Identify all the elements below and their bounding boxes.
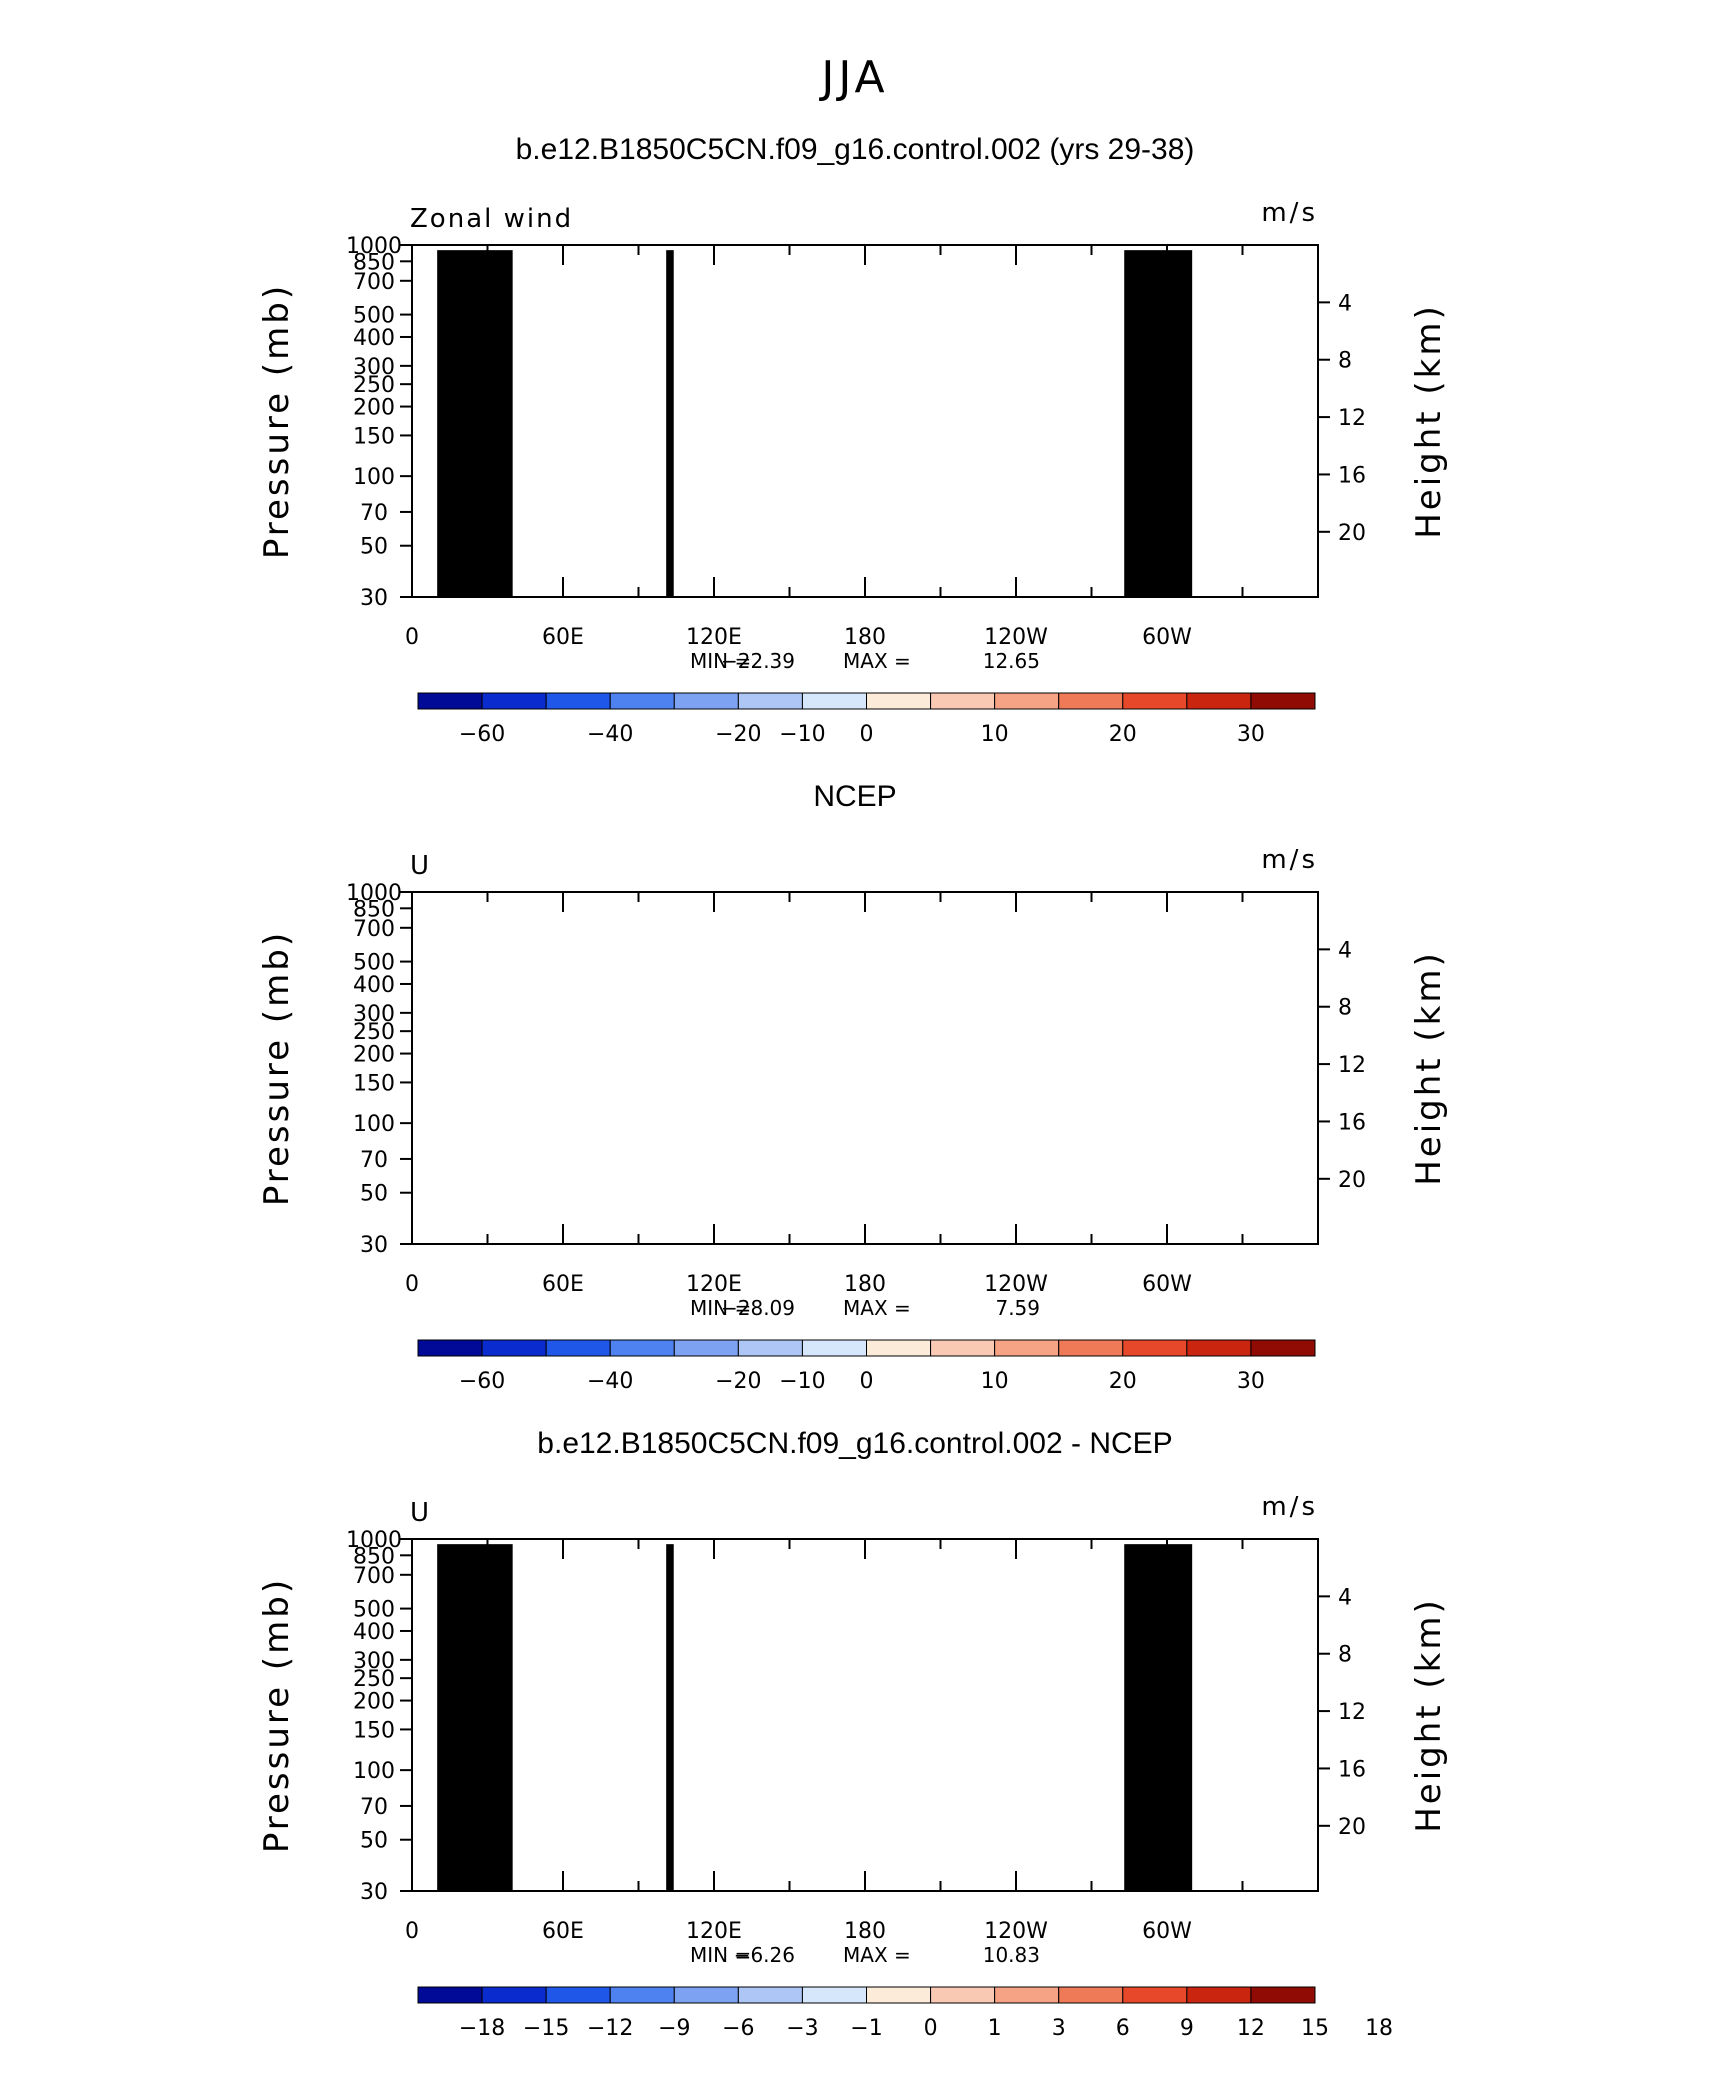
- y-tick-label: 200: [353, 396, 395, 421]
- colorbar-box: [801, 692, 868, 710]
- panel-1-title: b.e12.B1850C5CN.f09_g16.control.002 (yrs…: [515, 133, 1195, 166]
- y-tick-label: 250: [353, 373, 395, 398]
- colorbar-box: [673, 692, 739, 710]
- x-tick-label: 120E: [686, 625, 742, 650]
- x-tick-label: 0: [405, 625, 419, 650]
- colorbar-label: −10: [779, 722, 825, 747]
- y-tick-label: 500: [353, 304, 395, 329]
- y2-axis-label: Height (km): [1409, 303, 1449, 539]
- colorbar-box: [1122, 692, 1188, 710]
- y-tick-label: 300: [353, 355, 395, 380]
- y-tick-label: 850: [353, 250, 395, 275]
- colorbar-label: 10: [981, 722, 1009, 747]
- stats-min-label: MIN =: [690, 649, 751, 673]
- y2-tick-label: 16: [1338, 463, 1366, 488]
- topography-block: [437, 250, 513, 597]
- topography-block: [1124, 250, 1193, 597]
- y-tick-label: 30: [360, 586, 388, 611]
- colorbar-box: [1250, 692, 1316, 710]
- y-tick-label: 1000: [346, 234, 402, 259]
- colorbar-box: [1186, 692, 1252, 710]
- y2-tick-label: 8: [1338, 349, 1352, 374]
- panel-1-plot: [400, 244, 1330, 710]
- x-tick-label: 60E: [542, 625, 584, 650]
- colorbar-box: [609, 692, 675, 710]
- y-tick-label: 50: [360, 535, 388, 560]
- figure-title: JJA: [821, 52, 889, 103]
- y2-tick-label: 4: [1338, 291, 1352, 316]
- colorbar-label: −40: [587, 722, 633, 747]
- topography-block: [666, 250, 674, 597]
- colorbar-box: [481, 692, 547, 710]
- stats-max-label: MAX =: [843, 649, 911, 673]
- panel-2-title: NCEP: [813, 780, 897, 813]
- colorbar-box: [866, 692, 932, 710]
- colorbar-box: [930, 692, 996, 710]
- colorbar-label: −20: [715, 722, 761, 747]
- colorbar-box: [545, 692, 611, 710]
- y2-tick-label: 20: [1338, 521, 1366, 546]
- colorbar-box: [994, 692, 1060, 710]
- colorbar-box: [737, 692, 803, 710]
- stats-max-value: 12.65: [983, 649, 1040, 673]
- y-tick-label: 700: [353, 270, 395, 295]
- colorbar-label: 30: [1237, 722, 1265, 747]
- y2-tick-label: 12: [1338, 406, 1366, 431]
- colorbar-label: −60: [459, 722, 505, 747]
- units-label: m/s: [1261, 198, 1318, 228]
- colorbar-label: 20: [1109, 722, 1137, 747]
- y-tick-label: 70: [360, 501, 388, 526]
- panel-2-plot: [400, 891, 1330, 1357]
- x-tick-label: 60W: [1142, 625, 1192, 650]
- y-tick-label: 150: [353, 424, 395, 449]
- variable-label: Zonal wind: [410, 204, 573, 234]
- x-tick-label: 120W: [984, 625, 1048, 650]
- panel-3-title: b.e12.B1850C5CN.f09_g16.control.002 - NC…: [537, 1427, 1173, 1460]
- y-axis-label: Pressure (mb): [257, 283, 297, 559]
- stats-min-value: −22.39: [721, 649, 795, 673]
- y-tick-label: 100: [353, 465, 395, 490]
- colorbar-box: [417, 692, 483, 710]
- topography-block: [482, 255, 501, 597]
- colorbar-box: [1058, 692, 1124, 710]
- colorbar-label: 0: [860, 722, 874, 747]
- y-tick-label: 400: [353, 326, 395, 351]
- x-tick-label: 180: [844, 625, 886, 650]
